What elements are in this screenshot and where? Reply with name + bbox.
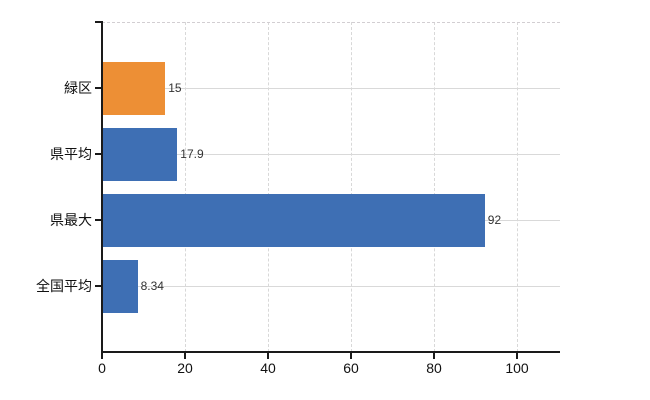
- y-axis-tick: [95, 219, 102, 221]
- bar-2[interactable]: [103, 193, 485, 247]
- vertical-gridline: [185, 22, 186, 352]
- x-axis-tick: [433, 353, 435, 359]
- x-axis-tick: [101, 353, 103, 359]
- x-axis-tick: [516, 353, 518, 359]
- x-axis-tick: [184, 353, 186, 359]
- vertical-gridline: [268, 22, 269, 352]
- y-axis-tick: [95, 285, 102, 287]
- vertical-gridline: [517, 22, 518, 352]
- x-axis-tick-label: 0: [98, 360, 106, 376]
- category-label-1: 県平均: [50, 146, 92, 162]
- y-axis-top-tick: [95, 21, 102, 23]
- x-axis-tick-label: 20: [177, 360, 193, 376]
- horizontal-gridline: [102, 286, 560, 287]
- y-axis-tick: [95, 87, 102, 89]
- x-axis-tick-label: 40: [260, 360, 276, 376]
- x-axis-tick-label: 60: [343, 360, 359, 376]
- bar-3[interactable]: [103, 259, 138, 313]
- bar-value-label: 92: [487, 213, 502, 227]
- bar-1[interactable]: [103, 127, 178, 181]
- bar-value-label: 15: [168, 81, 182, 95]
- x-axis-tick: [267, 353, 269, 359]
- category-label-0: 緑区: [64, 80, 92, 96]
- vertical-gridline: [351, 22, 352, 352]
- x-axis-tick-label: 100: [505, 360, 529, 376]
- x-axis-line: [101, 351, 560, 353]
- bar-value-label: 17.9: [180, 147, 204, 161]
- horizontal-gridline: [102, 88, 560, 89]
- horizontal-gridline: [102, 154, 560, 155]
- category-label-3: 全国平均: [36, 278, 92, 294]
- x-axis-tick: [350, 353, 352, 359]
- category-label-2: 県最大: [50, 212, 92, 228]
- x-axis-tick-label: 80: [426, 360, 442, 376]
- bar-0[interactable]: [103, 61, 166, 115]
- y-axis-tick: [95, 153, 102, 155]
- bar-value-label: 8.34: [140, 279, 164, 293]
- plot-top-border: [102, 22, 560, 23]
- y-axis-line: [101, 21, 103, 353]
- vertical-gridline: [434, 22, 435, 352]
